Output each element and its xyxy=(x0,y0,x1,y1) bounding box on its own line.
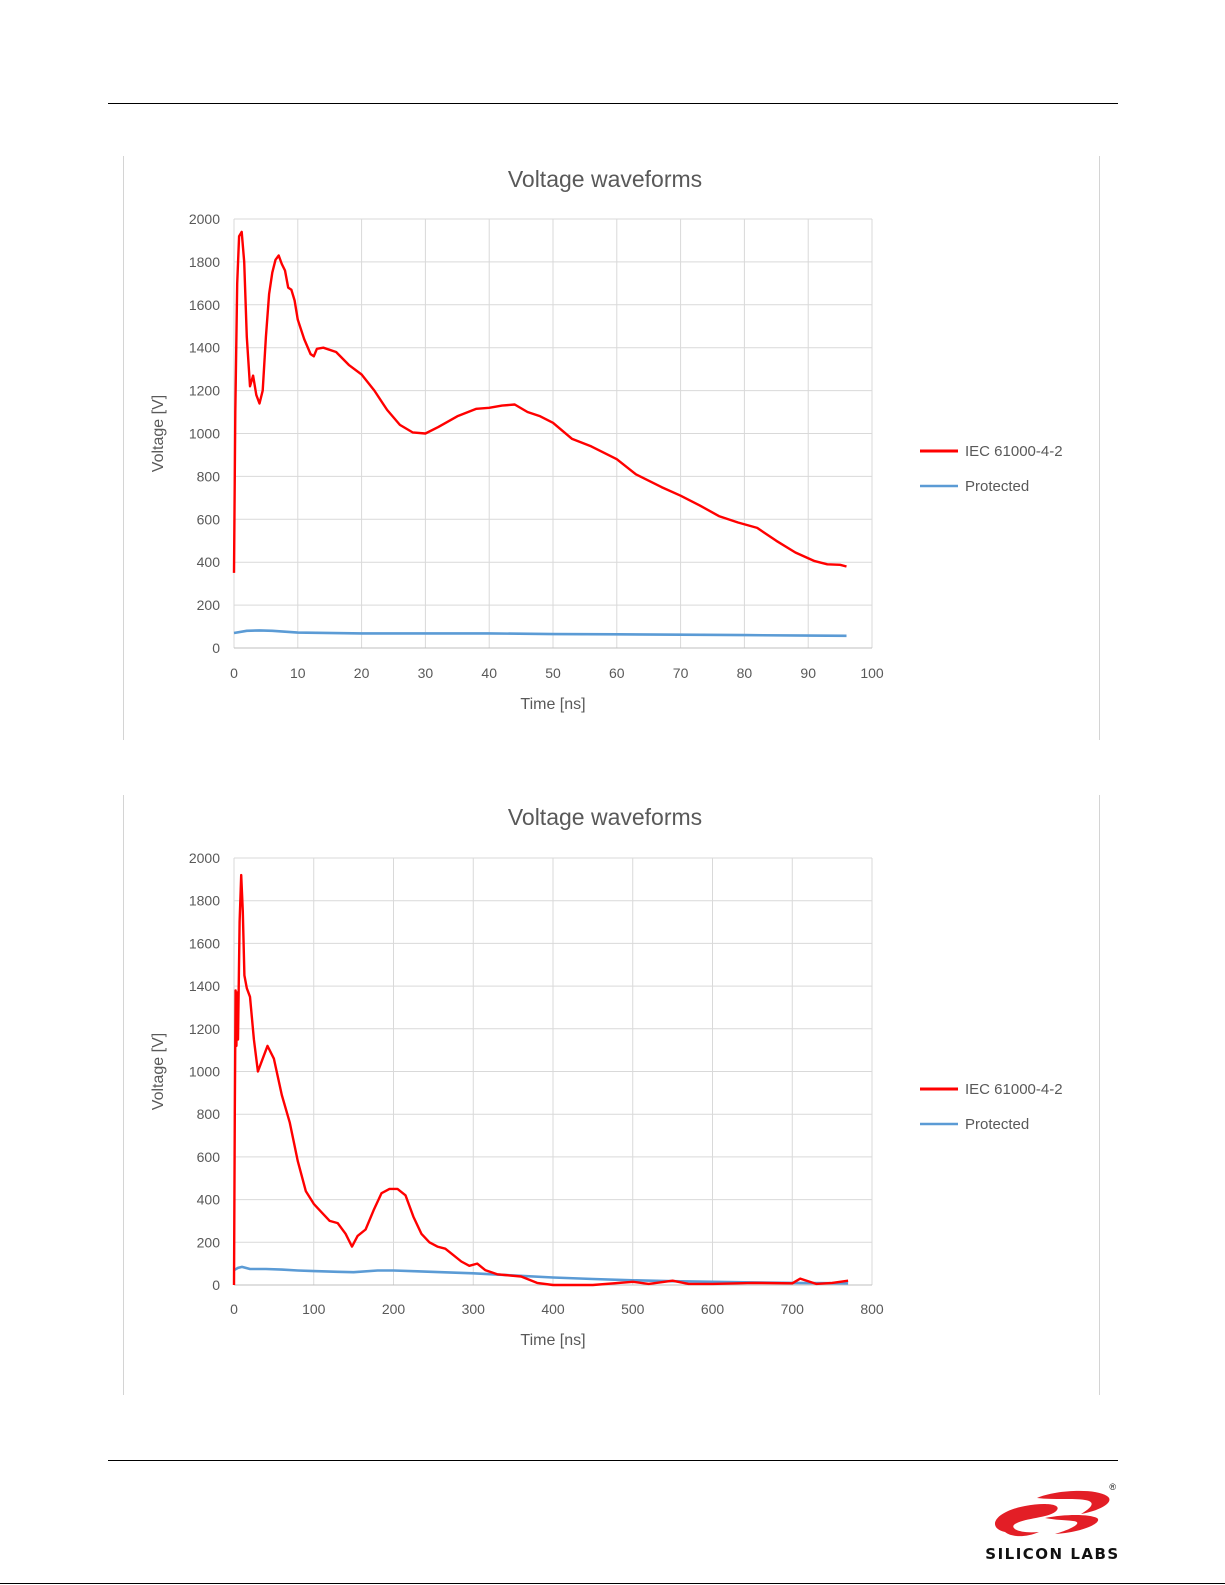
y-tick-label: 200 xyxy=(197,597,221,613)
footer-rule xyxy=(108,1460,1118,1461)
series-line-protected xyxy=(233,1265,849,1285)
y-tick-label: 600 xyxy=(197,511,221,527)
y-tick-label: 0 xyxy=(212,640,220,656)
x-tick-label: 800 xyxy=(860,1301,884,1317)
header-rule xyxy=(108,103,1118,104)
x-tick-label: 80 xyxy=(737,665,753,681)
x-tick-label: 500 xyxy=(621,1301,645,1317)
legend-label: IEC 61000-4-2 xyxy=(965,443,1063,460)
y-tick-label: 1600 xyxy=(189,297,220,313)
y-tick-label: 1200 xyxy=(189,1021,220,1037)
chart-title: Voltage waveforms xyxy=(508,166,702,192)
legend-label: Protected xyxy=(965,478,1029,495)
x-tick-label: 0 xyxy=(230,665,238,681)
y-tick-label: 1800 xyxy=(189,254,220,270)
figure-border-left xyxy=(123,795,124,1395)
chart-figure-1: 0 200 400 600 800 1000 1200 1400 1600 1800 2000 0 10… xyxy=(123,156,1100,740)
x-tick-label: 50 xyxy=(545,665,561,681)
y-axis-label: Voltage [V] xyxy=(150,1033,167,1110)
silicon-labs-swoosh-icon xyxy=(994,1490,1110,1537)
legend-label: IEC 61000-4-2 xyxy=(965,1081,1063,1098)
y-tick-label: 600 xyxy=(197,1149,221,1165)
x-tick-label: 0 xyxy=(230,1301,238,1317)
chart-title: Voltage waveforms xyxy=(508,804,702,830)
figure-border-left xyxy=(123,156,124,740)
legend-label: Protected xyxy=(965,1116,1029,1133)
y-tick-label: 1200 xyxy=(189,383,220,399)
y-tick-label: 0 xyxy=(212,1277,220,1293)
x-tick-label: 600 xyxy=(701,1301,725,1317)
y-tick-label: 1000 xyxy=(189,1064,220,1080)
x-tick-label: 100 xyxy=(860,665,884,681)
y-tick-label: 800 xyxy=(197,1106,221,1122)
y-axis-label: Voltage [V] xyxy=(150,395,167,472)
x-axis-label: Time [ns] xyxy=(520,696,585,713)
x-axis-label: Time [ns] xyxy=(520,1332,585,1349)
x-tick-label: 20 xyxy=(354,665,370,681)
series-line-iec-61000-4-2 xyxy=(232,873,849,1287)
page-bottom-edge xyxy=(0,1583,1225,1584)
y-tick-label: 2000 xyxy=(189,211,220,227)
x-tick-label: 60 xyxy=(609,665,625,681)
x-tick-label: 10 xyxy=(290,665,306,681)
y-tick-label: 200 xyxy=(197,1234,221,1250)
x-tick-label: 90 xyxy=(800,665,816,681)
y-tick-label: 400 xyxy=(197,1192,221,1208)
x-tick-label: 70 xyxy=(673,665,689,681)
figure-border-right xyxy=(1099,156,1100,740)
series-line-protected xyxy=(233,629,847,638)
x-tick-label: 30 xyxy=(418,665,434,681)
x-tick-label: 40 xyxy=(481,665,497,681)
chart-voltage-waveforms-100ns: 0 200 400 600 800 1000 1200 1400 1600 1800 2000 0 10… xyxy=(150,166,1063,713)
registered-mark-icon: ® xyxy=(1109,1482,1116,1492)
y-tick-label: 1400 xyxy=(189,978,220,994)
series-line-iec-61000-4-2 xyxy=(232,230,847,573)
x-tick-label: 400 xyxy=(541,1301,565,1317)
y-tick-label: 1000 xyxy=(189,426,220,442)
silicon-labs-logo: ® SILICON LABS xyxy=(985,1482,1120,1568)
x-tick-label: 300 xyxy=(462,1301,486,1317)
y-tick-label: 1600 xyxy=(189,935,220,951)
chart-figure-2: 0 200 400 600 800 1000 1200 1400 1600 1800 2000 0 10… xyxy=(123,795,1100,1395)
y-tick-label: 1400 xyxy=(189,340,220,356)
y-tick-label: 2000 xyxy=(189,850,220,866)
y-tick-label: 800 xyxy=(197,468,221,484)
x-tick-label: 100 xyxy=(302,1301,326,1317)
chart-voltage-waveforms-800ns: 0 200 400 600 800 1000 1200 1400 1600 1800 2000 0 10… xyxy=(150,804,1063,1349)
y-tick-label: 400 xyxy=(197,554,221,570)
y-tick-label: 1800 xyxy=(189,893,220,909)
figure-border-right xyxy=(1099,795,1100,1395)
brand-name: SILICON LABS xyxy=(985,1545,1120,1563)
x-tick-label: 700 xyxy=(781,1301,805,1317)
x-tick-label: 200 xyxy=(382,1301,406,1317)
